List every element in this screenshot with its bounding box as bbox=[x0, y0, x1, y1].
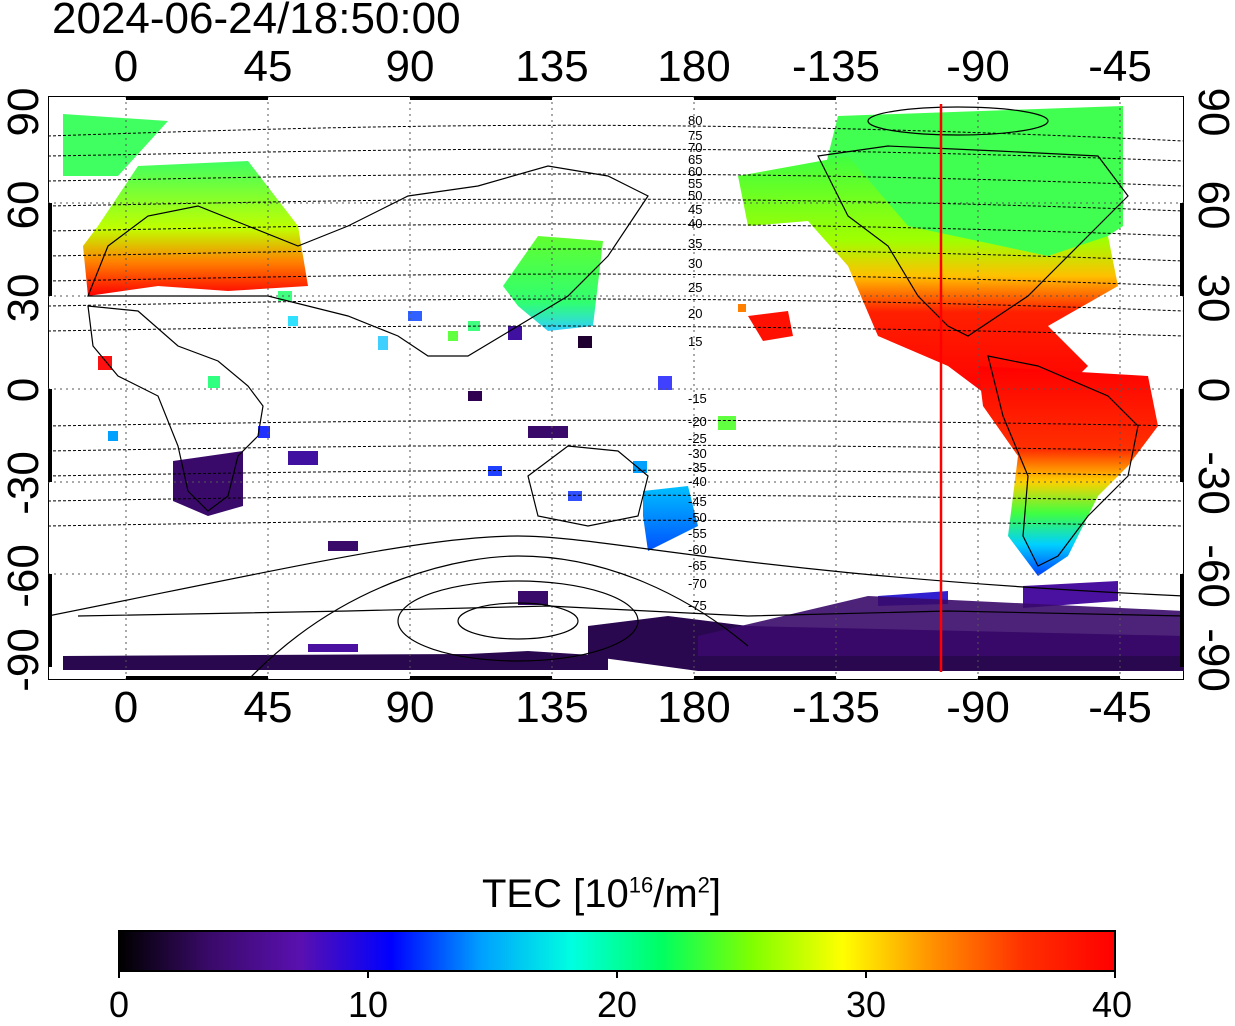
timestamp: 2024-06-24/18:50:00 bbox=[52, 0, 461, 43]
contour-label-70: 70 bbox=[688, 140, 702, 155]
colorbar-tick-40 bbox=[1114, 970, 1116, 978]
magnetic-pole-contours bbox=[48, 106, 1184, 680]
contour-labels-south: -15 -20 -25 -30 -35 -40 -45 -50 -55 -60 … bbox=[688, 391, 707, 613]
colorbar-title-exponent2: 2 bbox=[697, 872, 710, 898]
contour-label-30: 30 bbox=[688, 256, 702, 271]
top-tick-180: 180 bbox=[657, 42, 731, 91]
contour-label-75: 75 bbox=[688, 128, 702, 143]
tec-patch-southern-africa bbox=[173, 451, 243, 516]
contour-label-35: 35 bbox=[688, 236, 702, 251]
left-tick-60: 60 bbox=[0, 180, 48, 230]
contour-label-minus25: -25 bbox=[688, 431, 707, 446]
contour-label-65: 65 bbox=[688, 152, 702, 167]
contour-label-80: 80 bbox=[688, 113, 702, 128]
contour-label-minus40: -40 bbox=[688, 474, 707, 489]
colorbar-label-40: 40 bbox=[1091, 984, 1133, 1025]
colorbar-title-end: ] bbox=[709, 872, 722, 916]
top-tick-minus90: -90 bbox=[946, 42, 1010, 91]
tec-patch-new-zealand bbox=[643, 486, 698, 551]
colorbar-tick-10 bbox=[367, 970, 369, 978]
coastlines bbox=[77, 145, 1184, 617]
bottom-tick-45: 45 bbox=[243, 683, 293, 732]
right-tick-minus60: -60 bbox=[1189, 544, 1235, 608]
colorbar-title-exponent: 16 bbox=[628, 872, 654, 898]
contour-label-20: 20 bbox=[688, 306, 702, 321]
right-tick-minus90: -90 bbox=[1189, 628, 1235, 692]
left-tick-minus60: -60 bbox=[0, 544, 48, 608]
bottom-tick-180: 180 bbox=[657, 683, 731, 732]
bottom-tick-minus135: -135 bbox=[791, 683, 881, 732]
right-tick-0: 0 bbox=[1189, 377, 1235, 403]
contour-label-15: 15 bbox=[688, 334, 702, 349]
tec-patch-north-america bbox=[738, 156, 1118, 396]
right-tick-60: 60 bbox=[1189, 180, 1235, 230]
contour-label-minus20: -20 bbox=[688, 414, 707, 429]
contour-label-50: 50 bbox=[688, 188, 702, 203]
contour-label-25: 25 bbox=[688, 280, 702, 295]
right-tick-minus30: -30 bbox=[1189, 451, 1235, 515]
tec-map: 80 75 70 65 60 55 50 45 40 35 30 25 20 1… bbox=[48, 96, 1184, 680]
colorbar-tick-0 bbox=[118, 970, 120, 978]
left-tick-90: 90 bbox=[0, 87, 48, 137]
tec-patch-east-asia bbox=[503, 236, 603, 331]
tec-patch-greenland-sea bbox=[63, 114, 168, 176]
contour-label-minus75: -75 bbox=[688, 598, 707, 613]
tec-patch-antarctic-fringe bbox=[308, 644, 358, 652]
bottom-tick-0: 0 bbox=[113, 683, 139, 732]
contour-label-minus55: -55 bbox=[688, 526, 707, 541]
left-tick-minus30: -30 bbox=[0, 451, 48, 515]
colorbar-label-10: 10 bbox=[347, 984, 389, 1025]
graticule bbox=[48, 96, 1184, 680]
colorbar-label-30: 30 bbox=[845, 984, 887, 1025]
contour-label-minus35: -35 bbox=[688, 460, 707, 475]
top-tick-90: 90 bbox=[385, 42, 435, 91]
top-tick-minus45: -45 bbox=[1088, 42, 1152, 91]
bottom-tick-135: 135 bbox=[515, 683, 589, 732]
right-tick-30: 30 bbox=[1189, 273, 1235, 323]
right-tick-90: 90 bbox=[1189, 87, 1235, 137]
contour-label-40: 40 bbox=[688, 216, 702, 231]
top-tick-0: 0 bbox=[113, 42, 139, 91]
left-tick-30: 30 bbox=[0, 273, 48, 323]
contour-label-minus70: -70 bbox=[688, 576, 707, 591]
colorbar-label-20: 20 bbox=[596, 984, 638, 1025]
bottom-tick-minus90: -90 bbox=[946, 683, 1010, 732]
bottom-tick-minus45: -45 bbox=[1088, 683, 1152, 732]
top-tick-45: 45 bbox=[243, 42, 293, 91]
tec-patch-drake-passage bbox=[1023, 581, 1118, 608]
top-tick-minus135: -135 bbox=[791, 42, 881, 91]
contour-label-60: 60 bbox=[688, 164, 702, 179]
contour-label-minus65: -65 bbox=[688, 558, 707, 573]
contour-label-minus50: -50 bbox=[688, 510, 707, 525]
tec-scatter-stations bbox=[98, 291, 746, 605]
top-tick-135: 135 bbox=[515, 42, 589, 91]
frame-tick-bars bbox=[48, 96, 1184, 680]
contour-label-minus15: -15 bbox=[688, 391, 707, 406]
colorbar-title: TEC [1016/m2] bbox=[482, 872, 721, 917]
contour-label-minus30: -30 bbox=[688, 446, 707, 461]
contour-labels-north: 80 75 70 65 60 55 50 45 40 35 30 25 20 1… bbox=[688, 113, 702, 349]
bottom-tick-90: 90 bbox=[385, 683, 435, 732]
contour-label-minus60: -60 bbox=[688, 542, 707, 557]
colorbar-title-unit: /m bbox=[653, 872, 698, 916]
colorbar-tick-30 bbox=[865, 970, 867, 978]
contour-label-45: 45 bbox=[688, 202, 702, 217]
contour-label-minus45: -45 bbox=[688, 494, 707, 509]
colorbar-label-0: 0 bbox=[108, 984, 130, 1025]
tec-colorbar bbox=[118, 930, 1116, 972]
left-tick-0: 0 bbox=[0, 377, 48, 403]
tec-patch-hawaii bbox=[748, 311, 793, 341]
tec-patch-antarctica-west bbox=[63, 651, 608, 670]
colorbar-tick-20 bbox=[616, 970, 618, 978]
colorbar-title-main: TEC [10 bbox=[482, 872, 629, 916]
left-tick-minus90: -90 bbox=[0, 628, 48, 692]
contour-label-55: 55 bbox=[688, 176, 702, 191]
